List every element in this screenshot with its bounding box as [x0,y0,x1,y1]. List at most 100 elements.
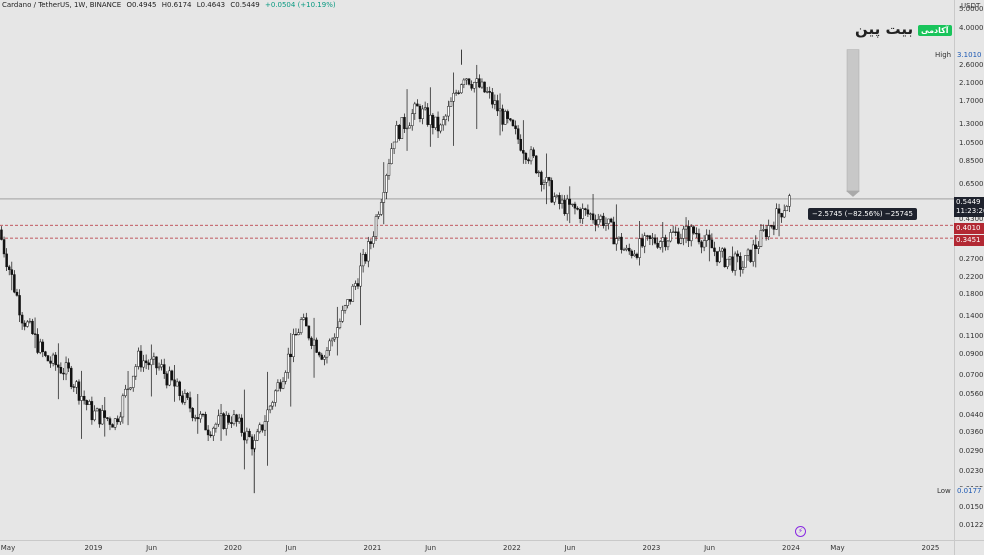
candle-up [759,230,763,247]
candle-up [555,195,559,198]
axis-corner [954,540,984,555]
time-tick-label: 2025 [921,544,940,552]
candle-down [674,231,677,233]
candle-up [75,381,78,388]
candle-down [519,138,522,151]
candle-up [643,235,646,247]
candle-up [762,229,765,231]
candle-up [354,283,357,287]
candle-up [726,258,729,268]
time-tick-label: May [830,544,845,552]
time-tick-label: Jun [564,544,576,552]
candle-up [529,149,533,162]
candle-up [131,375,135,388]
candle-up [392,141,396,149]
candle-up [175,381,179,387]
candle-up [95,408,99,412]
candle-down [602,215,605,226]
candle-down [467,78,471,85]
candle-up [746,249,750,256]
candle-up [100,410,104,425]
candle-up [80,395,83,401]
candle-down [777,208,781,214]
price-tick-label: 0.1800 [959,290,984,299]
time-axis[interactable]: May 2019 Jun 2020 Jun 2021 Jun 2022 Jun 2023 Jun 20… [0,540,954,555]
candle-up [38,341,42,353]
candle-up [666,240,670,248]
candle-down [5,253,8,268]
candle-down [46,355,50,362]
candle-down [764,229,768,238]
candle-up [258,424,262,433]
candle-down [20,314,24,324]
bar-countdown: 11:23:26 [956,207,984,215]
candle-up [498,108,502,112]
candle-down [723,248,727,268]
candle-down [90,401,94,421]
candle-down [522,150,525,154]
high-label: High [935,51,952,59]
price-tick-label: 0.0700 [959,371,984,380]
candle-down [576,207,579,210]
candle-up [286,353,290,373]
candle-up [439,124,442,132]
candle-down [147,362,150,366]
low-value: 0.0177 [955,487,984,495]
time-tick-label: 2020 [224,544,242,552]
candle-down [640,238,644,247]
candle-up [312,339,316,346]
candle-up [276,382,280,392]
candle-up [684,226,688,230]
candle-up [193,417,197,419]
candle-up [454,92,458,94]
candle-down [222,413,225,429]
price-tick-label: 0.0440 [959,410,984,419]
candle-up [757,246,760,249]
candle-up [297,332,300,336]
candle-down [227,414,231,423]
price-tick-label: 4.0000 [959,23,984,32]
candle-down [206,429,210,436]
candle-up [679,238,683,244]
price-chart[interactable] [0,0,954,540]
candle-down [563,199,566,215]
candle-up [537,171,541,174]
time-tick-label: Jun [146,544,158,552]
candle-up [150,358,153,366]
candle-up [333,337,336,340]
high-value: 3.1010 [955,51,984,59]
candle-up [224,414,228,429]
candle-down [491,92,494,105]
candle-down [139,350,143,368]
candle-down [558,195,561,204]
candle-down [243,432,246,441]
candle-down [235,414,238,422]
time-tick-label: 2021 [363,544,382,552]
candle-down [33,333,37,335]
candle-down [36,334,39,353]
lightning-icon[interactable]: ⚡ [795,526,806,537]
candle-up [565,198,569,215]
time-tick-label: 2019 [84,544,103,552]
candle-down [2,239,6,255]
candle-up [374,216,378,237]
candle-up [183,393,187,403]
candle-down [594,219,597,225]
chart-plot-area[interactable] [0,0,954,540]
candle-up [124,388,127,397]
candle-up [214,423,218,429]
price-axis[interactable]: USDT 5.0000 4.0000 2.6000 2.1000 1.7000 1.300… [954,0,984,540]
candle-down [41,341,45,353]
candle-up [157,366,161,369]
candle-up [168,370,171,386]
candle-up [253,440,256,450]
level-2-tag: 0.3451 [954,235,984,246]
candle-down [540,171,543,185]
candle-up [452,92,455,102]
candle-down [85,400,88,405]
candle-up [255,431,259,441]
candle-down [713,247,716,252]
candle-up [475,78,479,83]
candle-down [15,291,19,296]
candle-up [338,321,342,328]
